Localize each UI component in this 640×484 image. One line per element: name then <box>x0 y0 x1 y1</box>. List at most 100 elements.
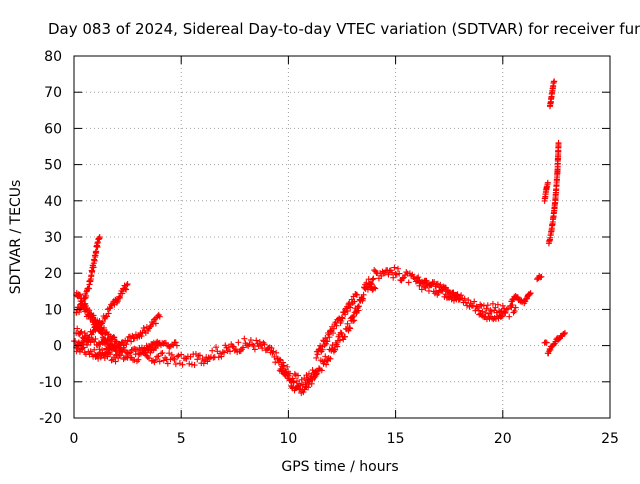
data-point <box>330 325 337 332</box>
data-point <box>338 314 345 321</box>
data-point <box>259 345 266 352</box>
data-point <box>385 271 392 278</box>
data-point <box>128 338 135 345</box>
data-point <box>215 354 222 361</box>
y-axis-label: SDTVAR / TECUs <box>8 180 24 295</box>
grid <box>74 56 610 418</box>
data-point <box>327 355 334 362</box>
data-point <box>342 333 349 340</box>
data-point <box>122 285 129 292</box>
data-point <box>156 358 163 365</box>
data-point <box>135 350 142 357</box>
data-point <box>337 329 344 336</box>
data-point <box>209 347 216 354</box>
x-tick-label: 0 <box>70 431 79 447</box>
data-point <box>152 357 159 364</box>
data-point <box>114 298 121 305</box>
data-point <box>124 281 131 288</box>
data-point <box>173 342 180 349</box>
data-point <box>305 384 312 391</box>
x-axis-label: GPS time / hours <box>281 459 398 475</box>
data-point <box>251 346 258 353</box>
data-point <box>555 336 562 343</box>
data-point <box>196 352 203 359</box>
data-point <box>342 311 349 318</box>
data-point <box>74 325 81 332</box>
series-dip-lower <box>276 365 320 397</box>
series-seg-22.0c <box>541 339 550 346</box>
data-point <box>76 309 83 316</box>
data-point <box>354 291 361 298</box>
data-point <box>309 376 316 383</box>
data-point <box>489 300 496 307</box>
data-point <box>124 337 131 344</box>
x-tick-label: 25 <box>601 431 619 447</box>
data-point <box>456 295 463 302</box>
data-point <box>538 273 545 280</box>
x-tick-label: 10 <box>279 431 297 447</box>
data-point <box>324 338 331 345</box>
y-tick-label: 50 <box>44 158 62 174</box>
series-rise-upper <box>313 291 361 361</box>
data-point <box>85 285 92 292</box>
data-point <box>303 372 310 379</box>
data-point <box>241 335 248 342</box>
data-point <box>369 276 376 283</box>
data-point <box>349 314 356 321</box>
data-point <box>396 270 403 277</box>
data-point <box>329 330 336 337</box>
data-point <box>191 362 198 369</box>
data-point <box>347 325 354 332</box>
y-tick-label: 70 <box>44 85 62 101</box>
data-point <box>79 334 86 341</box>
data-point <box>113 338 120 345</box>
data-point <box>477 301 484 308</box>
data-point <box>356 303 363 310</box>
data-point <box>204 358 211 365</box>
data-point <box>314 351 321 358</box>
data-point <box>178 351 185 358</box>
data-point <box>119 290 126 297</box>
data-point <box>261 341 268 348</box>
series-hump-16.5 <box>414 277 463 303</box>
series-seg-21.7 <box>534 272 545 283</box>
data-point <box>116 340 123 347</box>
y-tick-label: 20 <box>44 266 62 282</box>
data-point <box>90 312 97 319</box>
data-point <box>96 234 103 240</box>
data-point <box>218 353 225 360</box>
data-point <box>470 302 477 309</box>
data-point <box>78 295 85 302</box>
data-point <box>290 379 297 386</box>
data-point <box>158 350 165 357</box>
series-seg-22.0 <box>541 179 551 204</box>
data-point <box>118 346 125 353</box>
data-point <box>344 303 351 310</box>
data-point <box>78 328 85 335</box>
data-point <box>350 318 357 325</box>
data-point <box>159 349 166 356</box>
data-point <box>488 308 495 315</box>
data-point <box>366 280 373 287</box>
data-point <box>179 361 186 368</box>
data-point <box>84 332 91 339</box>
data-point <box>79 302 86 309</box>
data-point <box>76 346 83 353</box>
x-tick-label: 15 <box>387 431 405 447</box>
data-point <box>79 340 86 347</box>
data-point <box>465 297 472 304</box>
data-point <box>217 350 224 357</box>
data-point <box>186 360 193 367</box>
data-point <box>168 351 175 358</box>
data-point <box>287 377 294 384</box>
data-point <box>547 346 554 353</box>
data-point <box>101 324 108 331</box>
data-point <box>144 328 151 335</box>
data-point <box>527 290 534 297</box>
data-point <box>334 343 341 350</box>
y-tick-label: -20 <box>39 411 62 427</box>
data-point <box>483 305 490 312</box>
data-point <box>499 302 506 309</box>
data-point <box>561 329 568 336</box>
series-seg-22.2b <box>545 139 562 247</box>
